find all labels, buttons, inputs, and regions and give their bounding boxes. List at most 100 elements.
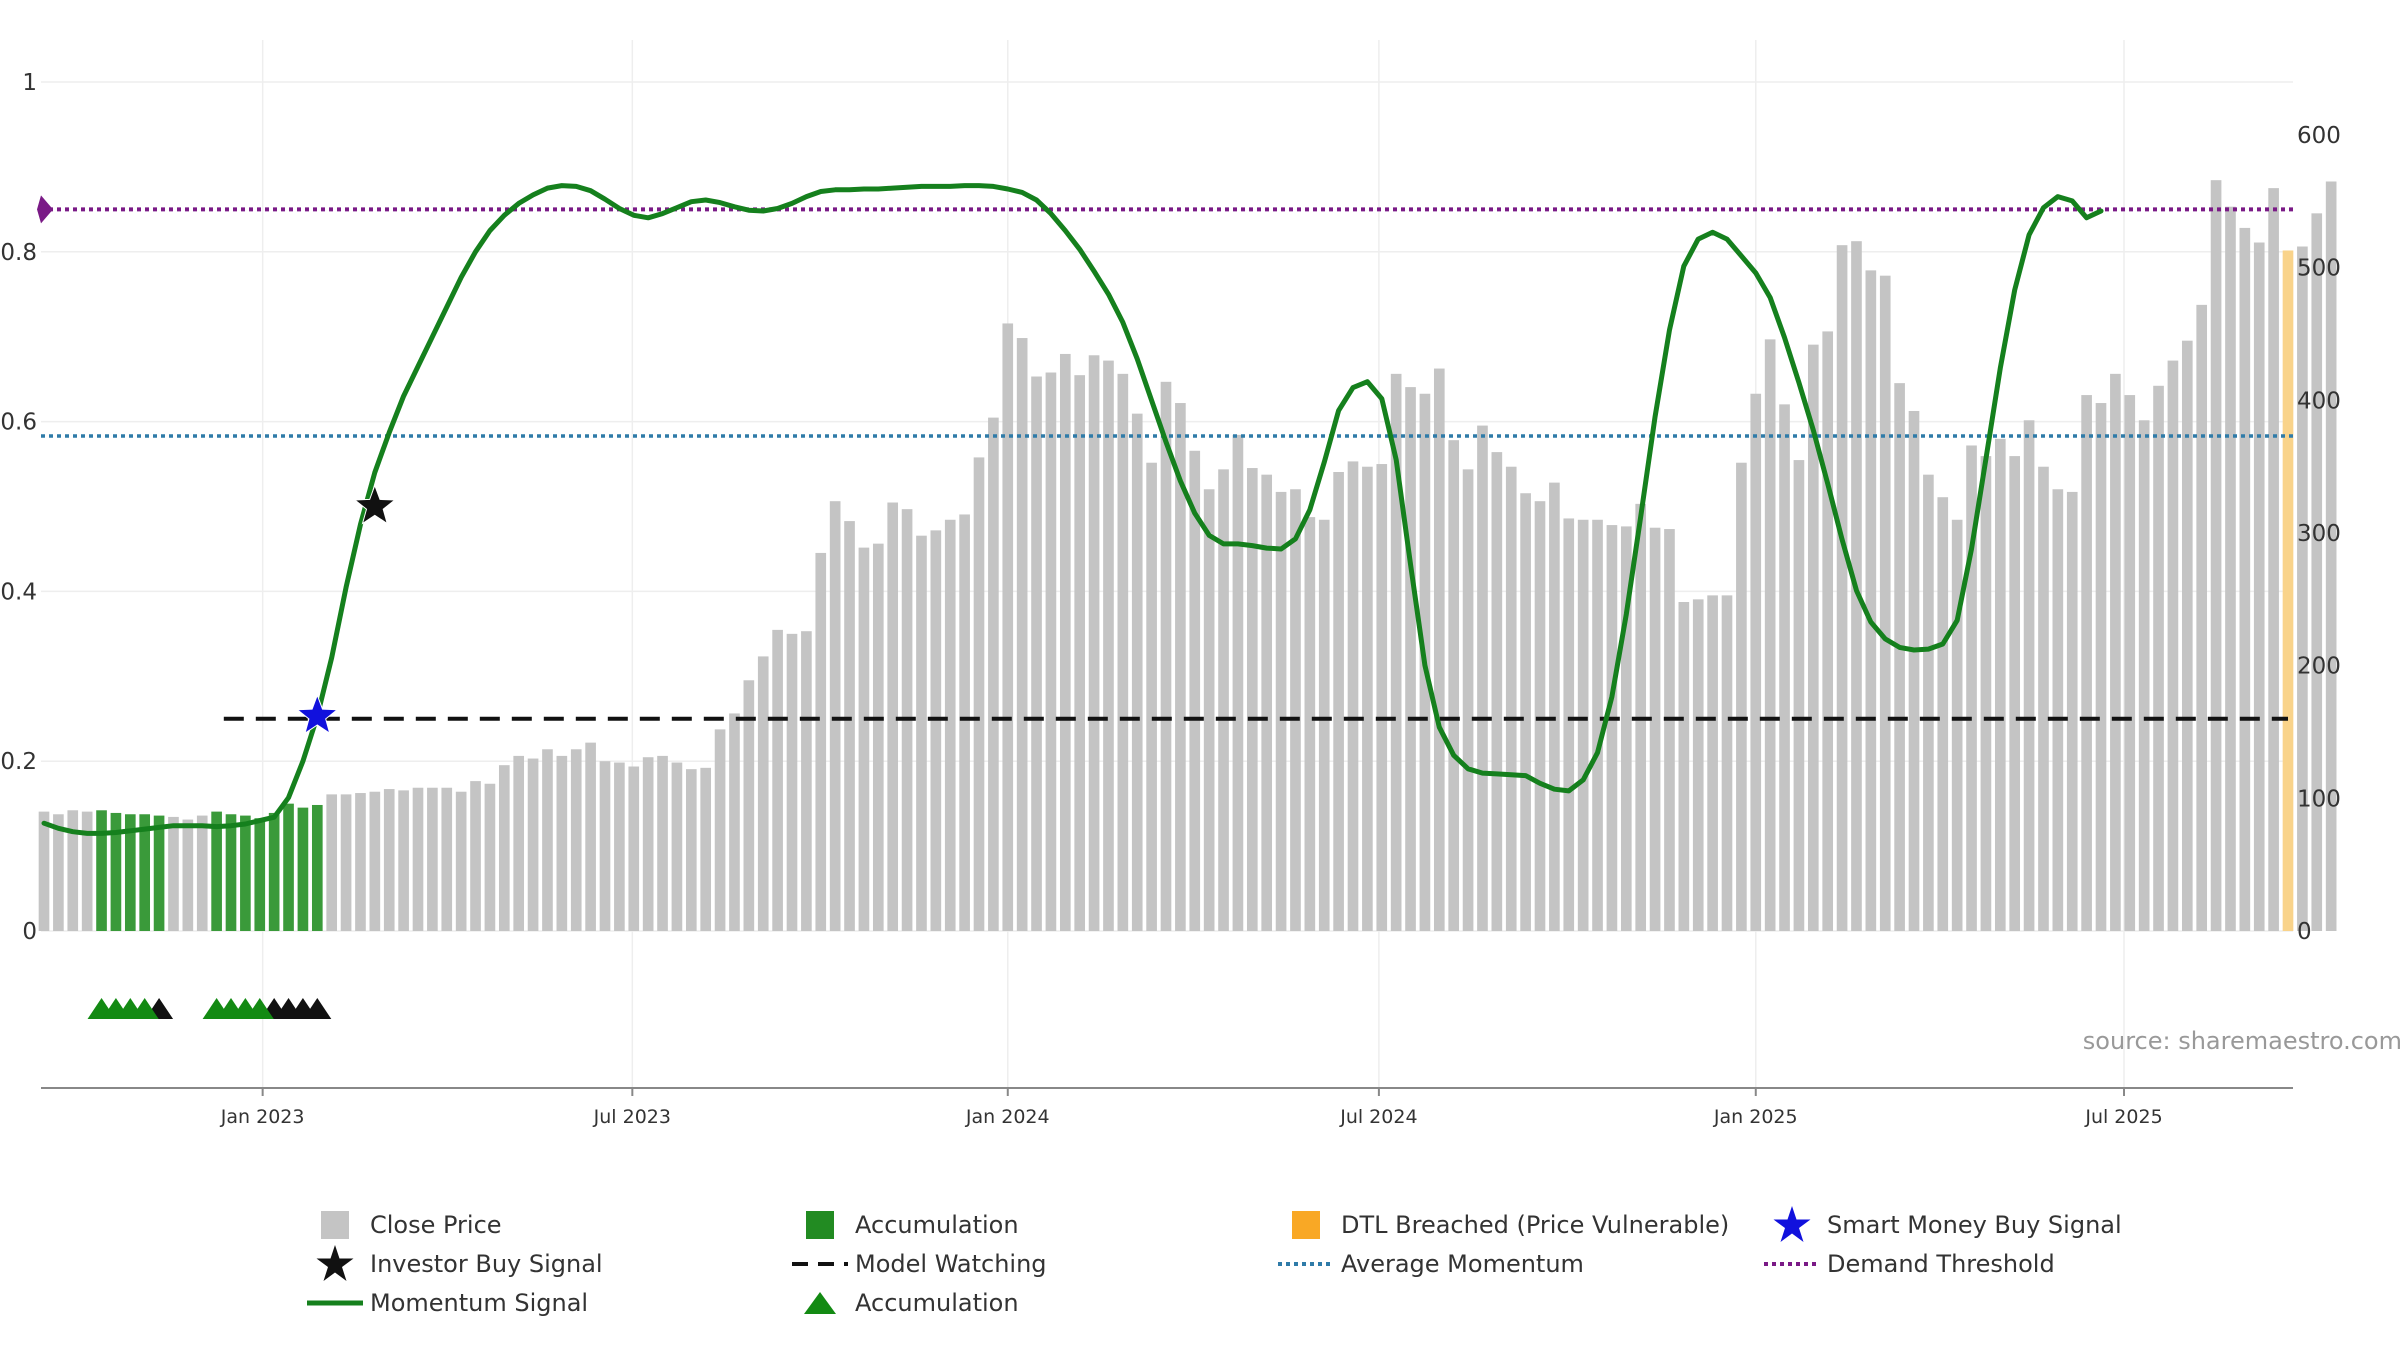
price-bar xyxy=(1246,468,1258,931)
dtl-breached-bar xyxy=(2282,250,2294,931)
price-bar xyxy=(959,514,970,931)
price-bar xyxy=(1074,375,1086,932)
legend-item-demand-threshold[interactable]: Demand Threshold xyxy=(1757,1247,2055,1281)
legend-item-momentum[interactable]: Momentum Signal xyxy=(300,1286,588,1320)
price-bar xyxy=(714,729,726,931)
price-bar xyxy=(1261,474,1273,931)
price-bar xyxy=(1649,527,1661,931)
left-tick-label: 0 xyxy=(22,919,37,945)
price-bar xyxy=(1189,450,1201,931)
price-bar xyxy=(340,794,352,931)
price-bar xyxy=(2268,188,2279,931)
left-tick-label: 0.8 xyxy=(0,240,37,266)
price-bar xyxy=(513,755,525,931)
legend-label: Accumulation xyxy=(855,1289,1019,1317)
price-bar xyxy=(1333,472,1344,931)
legend-item-accumulation-bar[interactable]: Accumulation xyxy=(785,1208,1019,1242)
price-bar xyxy=(1779,404,1790,931)
legend-item-accumulation-triangle[interactable]: Accumulation xyxy=(785,1286,1019,1320)
price-bar xyxy=(1577,519,1589,931)
price-bar xyxy=(2081,395,2092,932)
price-bar xyxy=(2311,213,2323,931)
price-bar xyxy=(1534,501,1546,931)
right-tick-label: 200 xyxy=(2297,654,2341,680)
legend-label: DTL Breached (Price Vulnerable) xyxy=(1341,1211,1730,1239)
green-triangle-icon xyxy=(785,1286,855,1320)
legend-item-investor-buy[interactable]: Investor Buy Signal xyxy=(300,1245,603,1281)
price-bar xyxy=(427,787,438,931)
accumulation-bar xyxy=(240,815,251,931)
price-bar xyxy=(67,810,79,931)
price-bar xyxy=(1318,519,1330,931)
price-bar xyxy=(412,787,424,931)
legend-item-model-watching[interactable]: Model Watching xyxy=(785,1247,1047,1281)
price-bar xyxy=(1059,353,1071,931)
blue-star-icon xyxy=(1757,1206,1827,1242)
price-bar xyxy=(1433,368,1445,932)
accumulation-bar xyxy=(225,814,237,931)
price-bar xyxy=(1966,445,1977,931)
left-tick-label: 0.6 xyxy=(0,410,37,436)
right-tick-label: 0 xyxy=(2297,919,2312,945)
signal-triangle xyxy=(303,998,332,1019)
price-bar xyxy=(2181,340,2193,931)
price-bar xyxy=(786,633,798,931)
left-tick-label: 1 xyxy=(22,70,37,96)
accumulation-bar xyxy=(110,812,122,931)
price-bar xyxy=(1750,393,1762,931)
legend-label: Investor Buy Signal xyxy=(370,1250,603,1278)
x-tick-label: Jul 2024 xyxy=(1339,1106,1417,1128)
price-bar xyxy=(1117,373,1129,931)
price-bar xyxy=(599,761,611,931)
price-bar xyxy=(801,631,812,931)
price-bar xyxy=(2210,180,2222,931)
legend-item-average-momentum[interactable]: Average Momentum xyxy=(1271,1247,1584,1281)
price-bar xyxy=(858,547,870,931)
price-bar xyxy=(1664,529,1675,931)
gridlines xyxy=(41,40,2293,1088)
price-bar xyxy=(1937,497,1949,931)
price-bar xyxy=(570,749,582,931)
price-bar xyxy=(1923,474,1934,931)
price-bar xyxy=(1347,461,1359,931)
x-tick-label: Jan 2023 xyxy=(220,1106,305,1128)
price-bar xyxy=(2297,246,2308,931)
price-bar xyxy=(1103,360,1114,931)
demand-threshold-marker xyxy=(37,195,53,224)
legend-label: Close Price xyxy=(370,1211,502,1239)
price-bar xyxy=(1045,372,1057,931)
price-bar xyxy=(53,814,64,931)
price-bar xyxy=(2038,466,2049,931)
legend-item-smart-money-buy[interactable]: Smart Money Buy Signal xyxy=(1757,1206,2122,1242)
price-bar xyxy=(757,656,769,931)
legend-item-dtl-breached[interactable]: DTL Breached (Price Vulnerable) xyxy=(1271,1208,1729,1242)
legend-item-close-price[interactable]: Close Price xyxy=(300,1208,502,1242)
price-bar xyxy=(2239,227,2251,931)
price-bar xyxy=(2153,385,2164,931)
price-bar xyxy=(556,755,568,931)
price-bar xyxy=(916,535,927,931)
price-bar xyxy=(1290,489,1301,931)
price-bar xyxy=(1031,376,1042,931)
price-bar xyxy=(1549,482,1560,931)
price-bar xyxy=(1980,456,1992,931)
price-bar xyxy=(2167,360,2179,931)
price-bar xyxy=(1793,460,1805,931)
price-bar xyxy=(743,680,755,931)
price-bar xyxy=(1894,383,1905,931)
price-bar xyxy=(196,815,208,931)
accumulation-bar xyxy=(297,807,309,931)
price-bar xyxy=(455,791,467,931)
price-bar xyxy=(1620,526,1632,931)
accumulation-bar xyxy=(124,814,136,931)
price-bar xyxy=(1520,493,1531,931)
price-bar xyxy=(542,749,553,931)
price-bar xyxy=(1390,373,1402,931)
price-bar xyxy=(1692,599,1704,931)
accumulation-triangle xyxy=(245,998,274,1019)
price-bar xyxy=(441,787,453,931)
right-tick-label: 300 xyxy=(2297,521,2341,547)
price-bar xyxy=(1376,464,1388,931)
price-bar xyxy=(815,552,827,931)
